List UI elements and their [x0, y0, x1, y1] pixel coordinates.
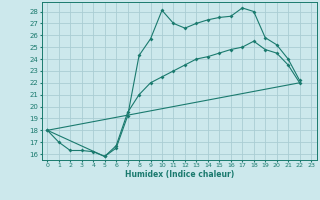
X-axis label: Humidex (Indice chaleur): Humidex (Indice chaleur) [124, 170, 234, 179]
